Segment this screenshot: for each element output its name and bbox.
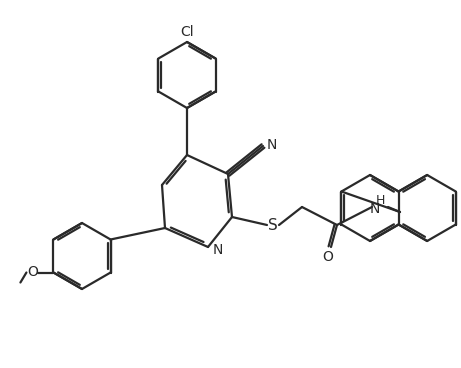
Text: N: N xyxy=(213,243,223,257)
Text: O: O xyxy=(323,250,333,264)
Text: H: H xyxy=(375,195,384,208)
Text: N: N xyxy=(370,202,380,216)
Text: N: N xyxy=(267,138,277,152)
Text: S: S xyxy=(268,217,278,233)
Text: Cl: Cl xyxy=(180,25,194,39)
Text: O: O xyxy=(27,265,38,280)
